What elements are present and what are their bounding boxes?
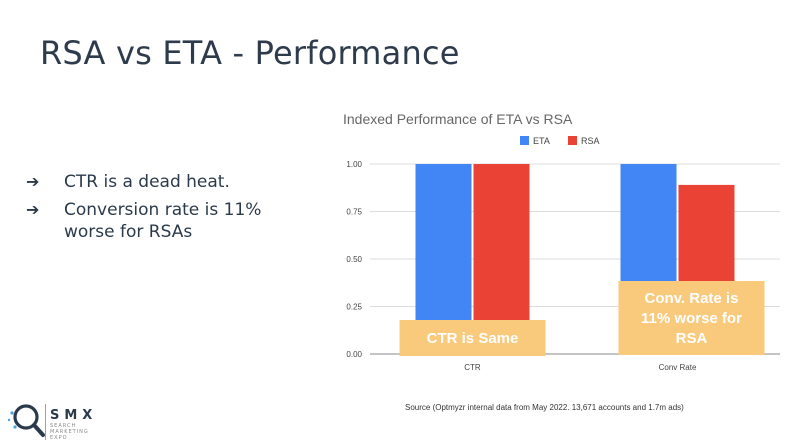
x-tick-label: Conv Rate: [659, 363, 697, 372]
y-tick-label: 0.75: [346, 208, 362, 217]
annotation-text: CTR is Same: [427, 330, 519, 347]
bullet-item: ➔ Conversion rate is 11% worse for RSAs: [26, 199, 306, 243]
legend-label: ETA: [533, 136, 550, 146]
logo-subtitle-line: EXPO: [50, 435, 68, 441]
bullet-list: ➔ CTR is a dead heat. ➔ Conversion rate …: [26, 171, 306, 249]
bullet-item: ➔ CTR is a dead heat.: [26, 171, 306, 193]
arrow-icon: ➔: [26, 200, 40, 219]
y-tick-label: 0.00: [346, 350, 362, 359]
source-note: Source (Optmyzr internal data from May 2…: [405, 403, 684, 412]
bar-chart: Indexed Performance of ETA vs RSA ETA RSA 0…: [343, 111, 780, 372]
magnifier-icon: [7, 404, 45, 437]
legend-swatch: [568, 136, 577, 145]
logo-divider: [45, 404, 46, 440]
arrow-icon: ➔: [26, 172, 40, 191]
bullet-text: Conversion rate is 11% worse for RSAs: [64, 200, 262, 242]
y-tick-label: 0.25: [346, 303, 362, 312]
legend-swatch: [520, 136, 529, 145]
logo-name: SMX: [50, 408, 98, 423]
annotation-box: [399, 320, 546, 356]
bullet-text: CTR is a dead heat.: [64, 172, 230, 192]
annotation-text: 11% worse for: [641, 310, 742, 327]
annotation-text: Conv. Rate is: [645, 290, 739, 307]
x-tick-label: CTR: [464, 363, 481, 372]
logo: SMX SEARCH MARKETING EXPO: [50, 408, 98, 441]
slide-title: RSA vs ETA - Performance: [40, 34, 460, 72]
annotation-text: RSA: [676, 330, 708, 347]
annotation-box: [618, 281, 765, 355]
y-tick-label: 1.00: [346, 160, 362, 169]
legend-label: RSA: [581, 136, 600, 146]
logo-subtitle-line: MARKETING: [50, 429, 89, 435]
logo-subtitle-line: SEARCH: [50, 423, 77, 429]
chart-title: Indexed Performance of ETA vs RSA: [343, 111, 573, 127]
y-tick-label: 0.50: [346, 255, 362, 264]
